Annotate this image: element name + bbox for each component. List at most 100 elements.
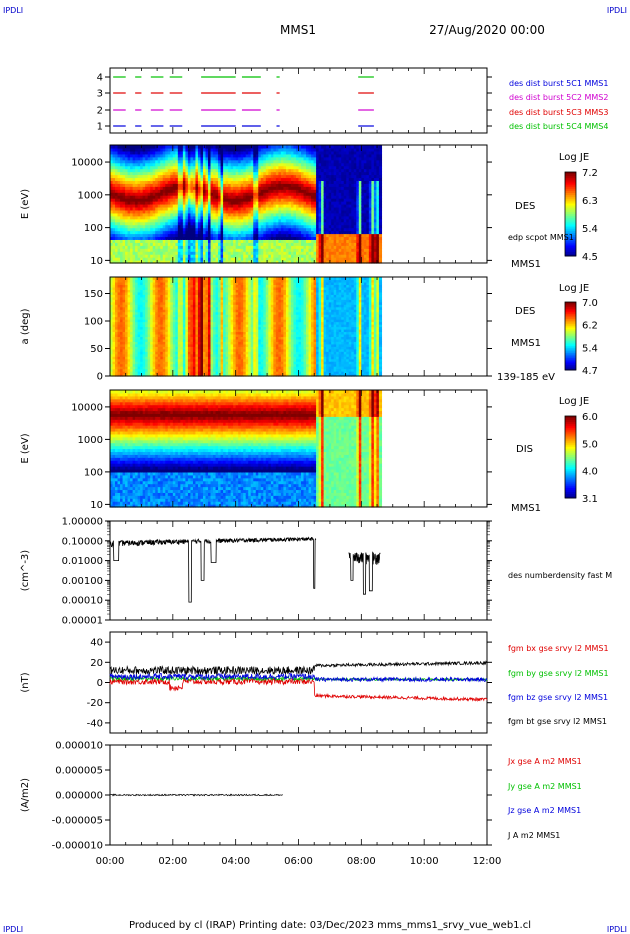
des-pitch-heatmap bbox=[110, 277, 383, 377]
x-tick-label: 04:00 bbox=[221, 856, 250, 867]
header-date: 27/Aug/2020 00:00 bbox=[429, 23, 545, 37]
burst-ytick-4: 4 bbox=[97, 73, 103, 84]
dis-energy-ytick-10: 10 bbox=[90, 500, 103, 511]
density-ytick-5: 1.00000 bbox=[62, 517, 103, 528]
fgm-ytick-40: 40 bbox=[90, 638, 103, 649]
current-legend-2: Jz gse A m2 MMS1 bbox=[507, 806, 581, 815]
fgm-legend-1: fgm by gse srvy l2 MMS1 bbox=[508, 669, 609, 678]
density-ytick-3: 0.01000 bbox=[62, 556, 103, 567]
burst-legend-2: des dist burst 5C2 MMS2 bbox=[509, 93, 608, 102]
dis-energy-colorbar-tick: 3.1 bbox=[582, 494, 598, 505]
right-label-3-1: MMS1 bbox=[511, 503, 541, 514]
density-ytick-4: 0.10000 bbox=[62, 536, 103, 547]
dis-energy-ytick-1000: 1000 bbox=[78, 435, 103, 446]
burst-ytick-2: 2 bbox=[97, 106, 103, 117]
corner-label-tl: IPDLI bbox=[3, 6, 23, 15]
des-pitch-colorbar-tick: 4.7 bbox=[582, 366, 598, 377]
x-tick-label: 06:00 bbox=[284, 856, 313, 867]
right-label-1-2: MMS1 bbox=[511, 259, 541, 270]
current-legend-3: J A m2 MMS1 bbox=[507, 831, 560, 840]
burst-panel-frame bbox=[109, 67, 488, 134]
burst-legend-1: des dist burst 5C1 MMS1 bbox=[509, 79, 608, 88]
des-energy-colorbar-title: Log JE bbox=[559, 152, 589, 163]
current-series bbox=[109, 793, 283, 797]
fgm-panel-frame bbox=[109, 631, 488, 734]
des-pitch-colorbar-tick: 6.2 bbox=[582, 321, 598, 332]
des-pitch-colorbar-tick: 7.0 bbox=[582, 298, 598, 309]
burst-ytick-1: 1 bbox=[97, 122, 103, 133]
des-pitch-ytick-100: 100 bbox=[84, 317, 103, 328]
burst-legend-3: des dist burst 5C3 MMS3 bbox=[509, 108, 608, 117]
des-energy-ytick-10000: 10000 bbox=[71, 158, 103, 169]
corner-label-br: IPDLI bbox=[607, 925, 627, 934]
density-panel-frame bbox=[109, 520, 488, 621]
des-pitch-colorbar-tick: 5.4 bbox=[582, 343, 598, 354]
current-ytick-0: -0.000010 bbox=[52, 841, 103, 852]
right-label-3-0: DIS bbox=[516, 444, 533, 455]
fgm-series-3 bbox=[109, 660, 488, 676]
des-energy-colorbar bbox=[564, 171, 577, 257]
dis-energy-colorbar bbox=[564, 415, 577, 499]
des-pitch-colorbar-title: Log JE bbox=[559, 283, 589, 294]
density-legend: des numberdensity fast M bbox=[508, 571, 612, 580]
dis-energy-colorbar-tick: 5.0 bbox=[582, 439, 598, 450]
des-energy-ytick-1000: 1000 bbox=[78, 190, 103, 201]
right-label-2-2: 139-185 eV bbox=[497, 372, 555, 383]
dis-energy-colorbar-tick: 4.0 bbox=[582, 467, 598, 478]
des-energy-colorbar-tick: 7.2 bbox=[582, 168, 598, 179]
current-ytick-1: -0.000005 bbox=[52, 816, 103, 827]
des-energy-ytick-10: 10 bbox=[90, 256, 103, 267]
des-energy-colorbar-tick: 6.3 bbox=[582, 196, 598, 207]
x-tick-label: 08:00 bbox=[347, 856, 376, 867]
current-ytick-4: 0.000010 bbox=[55, 741, 103, 752]
burst-ytick-3: 3 bbox=[97, 89, 103, 100]
fgm-legend-2: fgm bz gse srvy l2 MMS1 bbox=[508, 693, 608, 702]
dis-energy-ytick-10000: 10000 bbox=[71, 402, 103, 413]
density-ylabel: (cm^-3) bbox=[20, 550, 31, 591]
des-pitch-ytick-150: 150 bbox=[84, 289, 103, 300]
density-ytick-1: 0.00010 bbox=[62, 596, 103, 607]
x-tick-label: 12:00 bbox=[473, 856, 502, 867]
x-tick-label: 00:00 bbox=[96, 856, 125, 867]
des-energy-colorbar-tick: 4.5 bbox=[582, 252, 598, 263]
footer-text: Produced by cl (IRAP) Printing date: 03/… bbox=[129, 920, 531, 931]
dis-energy-colorbar-title: Log JE bbox=[559, 396, 589, 407]
dis-energy-heatmap bbox=[110, 390, 383, 508]
des-pitch-ytick-0: 0 bbox=[97, 372, 103, 383]
x-tick-label: 10:00 bbox=[410, 856, 439, 867]
des-pitch-ytick-50: 50 bbox=[90, 344, 103, 355]
dis-energy-ylabel: E (eV) bbox=[20, 433, 31, 463]
current-ytick-3: 0.000005 bbox=[55, 766, 103, 777]
right-label-1-1: edp scpot MMS1 bbox=[508, 233, 574, 242]
fgm-ytick--20: -20 bbox=[87, 698, 103, 709]
right-label-1-0: DES bbox=[515, 201, 535, 212]
corner-label-bl: IPDLI bbox=[3, 925, 23, 934]
des-pitch-colorbar bbox=[564, 301, 577, 371]
current-legend-1: Jy gse A m2 MMS1 bbox=[507, 782, 582, 791]
dis-energy-colorbar-tick: 6.0 bbox=[582, 412, 598, 423]
des-energy-heatmap bbox=[110, 145, 383, 264]
fgm-ytick-0: 0 bbox=[97, 678, 103, 689]
fgm-legend-0: fgm bx gse srvy l2 MMS1 bbox=[508, 644, 609, 653]
des-energy-colorbar-tick: 5.4 bbox=[582, 224, 598, 235]
des-pitch-ylabel: a (deg) bbox=[20, 308, 31, 344]
fgm-legend-3: fgm bt gse srvy l2 MMS1 bbox=[508, 717, 607, 726]
dis-energy-ytick-100: 100 bbox=[84, 467, 103, 478]
fgm-series-2 bbox=[109, 672, 488, 683]
burst-legend-4: des dist burst 5C4 MMS4 bbox=[509, 122, 608, 131]
des-energy-ylabel: E (eV) bbox=[20, 189, 31, 219]
density-ytick-2: 0.00100 bbox=[62, 576, 103, 587]
density-series bbox=[348, 551, 381, 595]
fgm-series-0 bbox=[109, 677, 488, 702]
header-mission: MMS1 bbox=[280, 23, 316, 37]
right-label-2-0: DES bbox=[515, 306, 535, 317]
des-energy-ytick-100: 100 bbox=[84, 223, 103, 234]
fgm-ylabel: (nT) bbox=[20, 672, 31, 692]
fgm-ytick-20: 20 bbox=[90, 658, 103, 669]
density-ytick-0: 0.00001 bbox=[62, 616, 103, 627]
corner-label-tr: IPDLI bbox=[607, 6, 627, 15]
right-label-2-1: MMS1 bbox=[511, 338, 541, 349]
x-tick-label: 02:00 bbox=[158, 856, 187, 867]
fgm-ytick--40: -40 bbox=[87, 718, 103, 729]
